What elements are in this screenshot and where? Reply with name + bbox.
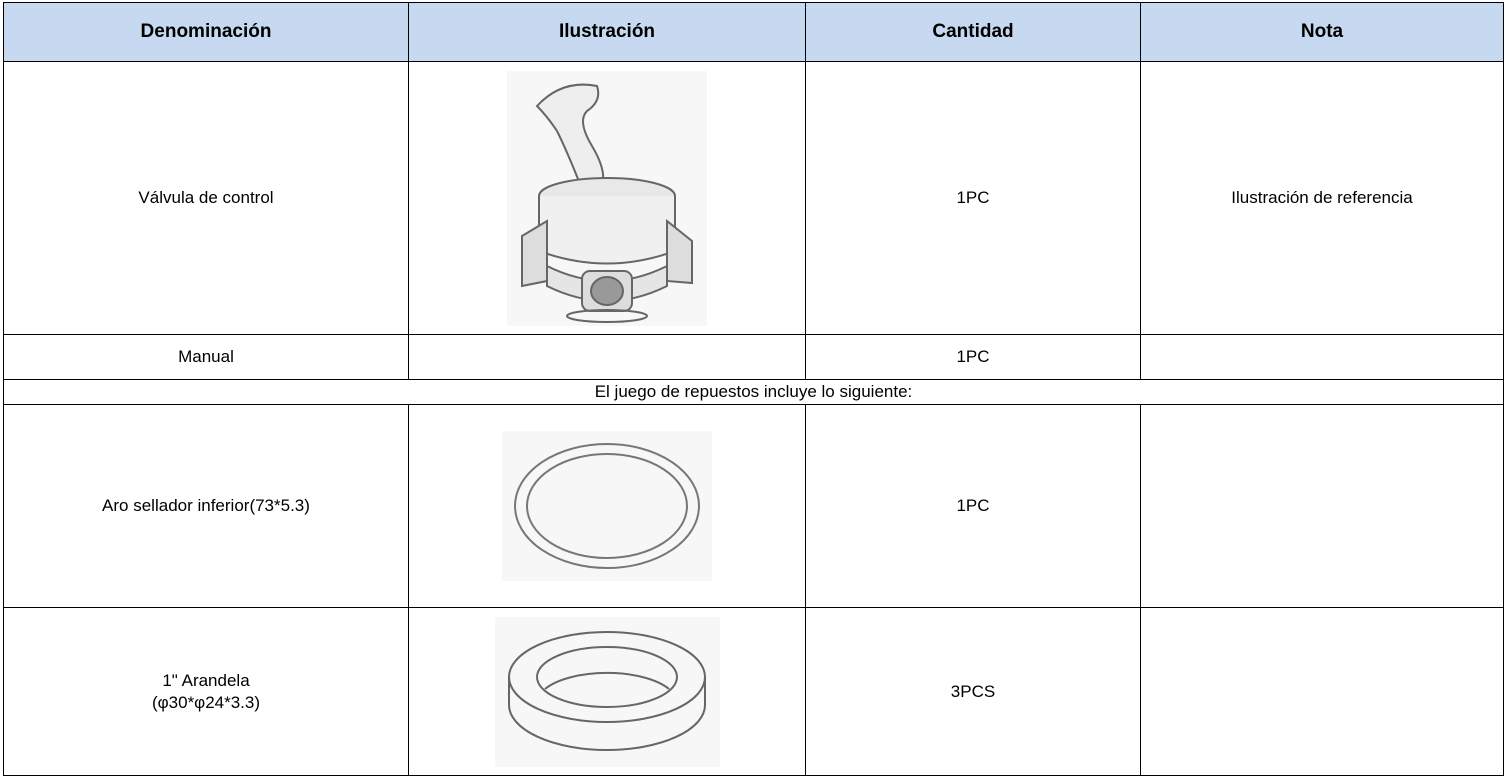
name: Manual: [178, 347, 234, 366]
name: (φ30*φ24*3.3): [151, 692, 261, 712]
row: 1" Arandela (φ30*φ24*3.3) 3PCS: [3, 607, 1504, 776]
note-cell: [1140, 334, 1504, 380]
section-row: El juego de repuestos incluye lo siguien…: [3, 379, 1504, 405]
header-row: Denominación Ilustración Cantidad Nota: [3, 2, 1504, 62]
name-cell: 1" Arandela (φ30*φ24*3.3): [3, 607, 409, 776]
seal-ring-illustration: [502, 431, 712, 581]
washer-illustration: [494, 616, 720, 767]
row: Válvula de control 1PC Ilustración de re…: [3, 61, 1504, 335]
illustration-cell: [408, 61, 806, 335]
column-header: Denominación: [3, 2, 409, 62]
name: 1" Arandela: [162, 670, 250, 690]
note-cell: Ilustración de referencia: [1140, 61, 1504, 335]
name: Aro sellador inferior(73*5.3): [102, 496, 310, 515]
quantity-cell: 3PCS: [805, 607, 1141, 776]
parts-table: Denominación Ilustración Cantidad Nota V…: [3, 2, 1504, 776]
name-cell: Aro sellador inferior(73*5.3): [3, 404, 409, 608]
row: Manual 1PC: [3, 334, 1504, 380]
section-title: El juego de repuestos incluye lo siguien…: [3, 379, 1504, 405]
name: Válvula de control: [138, 188, 274, 207]
row: Aro sellador inferior(73*5.3) 1PC: [3, 404, 1504, 608]
note-cell: [1140, 607, 1504, 776]
quantity-cell: 1PC: [805, 61, 1141, 335]
note-cell: [1140, 404, 1504, 608]
illustration-cell: [408, 607, 806, 776]
column-header: Ilustración: [408, 2, 806, 62]
quantity-cell: 1PC: [805, 334, 1141, 380]
illustration-cell: [408, 334, 806, 380]
illustration-cell: [408, 404, 806, 608]
column-header: Nota: [1140, 2, 1504, 62]
name-cell: Manual: [3, 334, 409, 380]
quantity-cell: 1PC: [805, 404, 1141, 608]
name-cell: Válvula de control: [3, 61, 409, 335]
valve-illustration: [507, 70, 707, 326]
column-header: Cantidad: [805, 2, 1141, 62]
